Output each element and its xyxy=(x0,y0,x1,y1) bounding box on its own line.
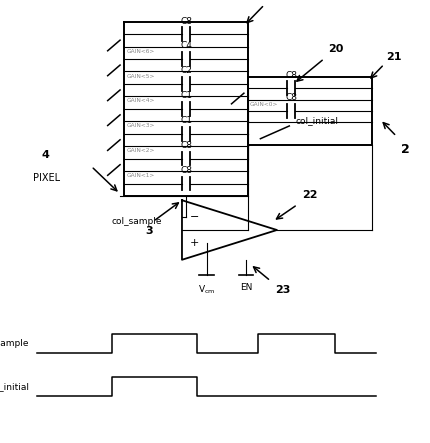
Text: 4: 4 xyxy=(42,150,49,160)
Text: col_sample: col_sample xyxy=(112,217,162,226)
Text: col_initial: col_initial xyxy=(295,116,338,124)
Text: C8: C8 xyxy=(286,71,298,80)
Text: GAIN<1>: GAIN<1> xyxy=(126,173,154,178)
Text: C8: C8 xyxy=(180,141,192,150)
Text: EN: EN xyxy=(240,283,252,292)
Text: GAIN<6>: GAIN<6> xyxy=(126,49,154,54)
Text: 2: 2 xyxy=(401,143,409,156)
Text: GAIN<5>: GAIN<5> xyxy=(126,74,155,78)
Text: C1: C1 xyxy=(180,91,192,100)
Text: −: − xyxy=(189,212,199,222)
Text: 22: 22 xyxy=(302,190,317,200)
Text: GAIN<4>: GAIN<4> xyxy=(126,98,155,104)
Text: 21: 21 xyxy=(386,52,402,62)
Text: GAIN<2>: GAIN<2> xyxy=(126,148,155,153)
Text: C4: C4 xyxy=(180,42,192,51)
Text: C2: C2 xyxy=(180,66,192,75)
Text: C8: C8 xyxy=(180,166,192,175)
Text: col_sample: col_sample xyxy=(0,339,29,348)
Text: GAIN<3>: GAIN<3> xyxy=(126,124,155,128)
Text: GAIN<0>: GAIN<0> xyxy=(250,102,279,107)
Text: C1: C1 xyxy=(180,116,192,125)
Text: 23: 23 xyxy=(275,285,290,295)
Text: C8: C8 xyxy=(180,16,192,26)
Text: PIXEL: PIXEL xyxy=(34,173,61,183)
Text: 20: 20 xyxy=(329,44,344,54)
Text: 3: 3 xyxy=(145,226,153,236)
Text: col_initial: col_initial xyxy=(0,382,29,391)
Text: C8: C8 xyxy=(286,93,298,102)
Text: +: + xyxy=(189,238,199,249)
Text: V$_{\rm cm}$: V$_{\rm cm}$ xyxy=(198,283,215,295)
